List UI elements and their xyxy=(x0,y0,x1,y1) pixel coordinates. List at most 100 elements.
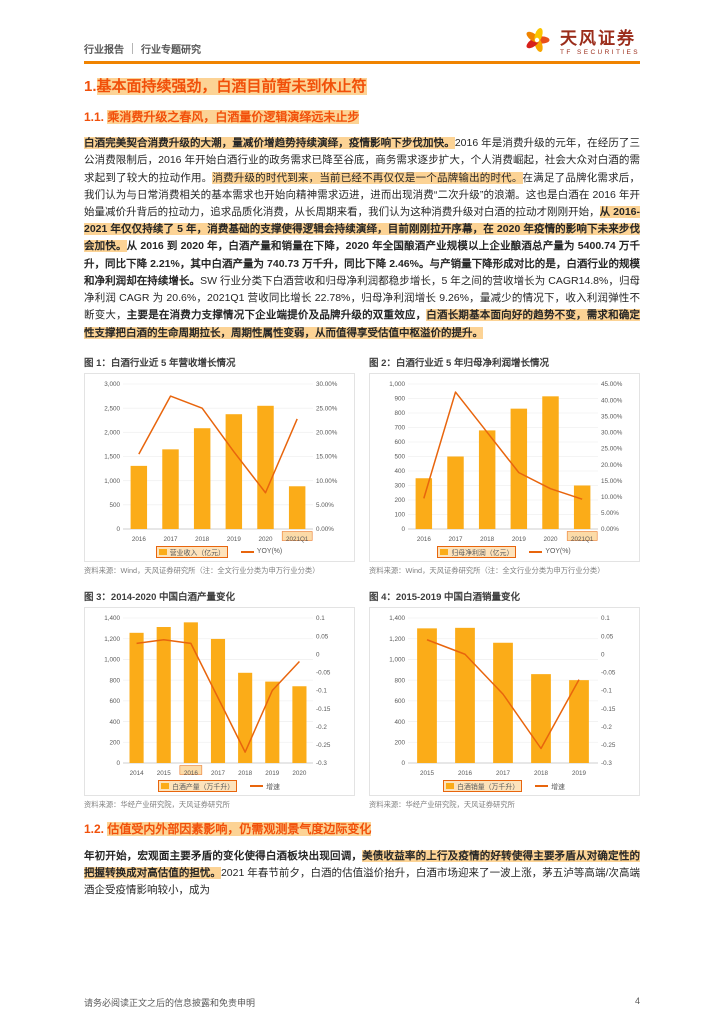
figure-2-source: 资料来源：Wind，天风证券研究所（注：全文行业分类为申万行业分类） xyxy=(369,565,605,575)
text-run: 1.1. xyxy=(84,109,108,124)
brand-subtitle: TF SECURITIES xyxy=(560,48,640,56)
svg-text:800: 800 xyxy=(109,677,120,684)
text-run: 2021 年春节前夕，白酒的估值溢价抬升，白酒市场迎来了一波上涨，茅五泸等高端/… xyxy=(84,867,640,897)
figure-4: 图 4：2015-2019 中国白酒销量变化 0 200 400 600 800 1,00… xyxy=(369,589,640,810)
chart-plot: 0 500 1,000 1,500 2,000 2,500 3,000 0.00% 5.00% 1… xyxy=(104,381,338,543)
text-run: 白酒完美契合消费升级的大潮，量减价增趋势持续演绎，疫情影响下步伐加快。 xyxy=(84,137,455,150)
legend-item-bar-series: 营业收入（亿元） xyxy=(155,545,228,558)
svg-text:25.00%: 25.00% xyxy=(601,445,623,452)
svg-text:1,000: 1,000 xyxy=(389,656,405,663)
svg-text:1,200: 1,200 xyxy=(104,635,120,642)
svg-text:0.05: 0.05 xyxy=(316,633,329,640)
figure-3: 图 3：2014-2020 中国白酒产量变化 0 200 400 600 800 1,00… xyxy=(84,589,355,810)
svg-text:2018: 2018 xyxy=(238,770,253,777)
svg-text:600: 600 xyxy=(109,698,120,705)
legend-item-bar-series: 白酒产量（万千升） xyxy=(158,779,238,792)
figure-3-title: 图 3：2014-2020 中国白酒产量变化 xyxy=(84,591,235,603)
svg-text:600: 600 xyxy=(394,698,405,705)
svg-text:20.00%: 20.00% xyxy=(601,461,623,468)
svg-text:2021Q1: 2021Q1 xyxy=(570,536,593,543)
svg-text:1,400: 1,400 xyxy=(389,615,405,622)
flower-logo-icon xyxy=(521,25,553,60)
chart-plot: 0 100 200 300 400 500 600 700 800 900 1,000 0.00% 5.… xyxy=(389,381,623,543)
text-run: 乘消费升级之春风，白酒量价逻辑演绎远未止步 xyxy=(107,109,360,124)
figure-3-chart: 0 200 400 600 800 1,000 1,200 1,400 -0.3 -0.25 -0.… xyxy=(84,606,355,796)
chart-plot: 0 200 400 600 800 1,000 1,200 1,400 -0.3 -0.25 -0.… xyxy=(389,615,616,777)
text-run: 消费升级的时代到来，当前已经不再仅仅是一个品牌输出的时代。 xyxy=(212,171,523,184)
svg-text:2020: 2020 xyxy=(292,770,307,777)
svg-text:1,000: 1,000 xyxy=(389,381,405,388)
svg-text:0: 0 xyxy=(401,760,405,767)
svg-text:800: 800 xyxy=(394,410,405,417)
svg-text:-0.2: -0.2 xyxy=(601,724,612,731)
svg-text:0.05: 0.05 xyxy=(601,633,614,640)
text-run: 年初开始，宏观面主要矛盾的变化使得白酒板块出现回调， xyxy=(84,850,363,862)
figure-1-source: 资料来源：Wind，天风证券研究所（注：全文行业分类为申万行业分类） xyxy=(84,565,320,575)
figure-1-chart: 0 500 1,000 1,500 2,000 2,500 3,000 0.00% 5.00% 1… xyxy=(84,372,355,562)
svg-text:-0.1: -0.1 xyxy=(316,687,327,694)
text-run: 估值受内外部因素影响，仍需观测景气度边际变化 xyxy=(107,822,372,837)
text-run: 1.2. xyxy=(84,822,108,837)
bar-swatch-icon xyxy=(440,548,449,555)
svg-text:2018: 2018 xyxy=(533,770,548,777)
line-swatch-icon xyxy=(529,550,543,553)
svg-text:-0.05: -0.05 xyxy=(601,669,616,676)
svg-text:0: 0 xyxy=(316,651,320,658)
page-number: 4 xyxy=(634,996,640,1006)
svg-text:2017: 2017 xyxy=(495,770,510,777)
svg-text:1,000: 1,000 xyxy=(104,656,120,663)
svg-text:200: 200 xyxy=(394,497,405,504)
header-divider xyxy=(132,43,133,54)
svg-text:20.00%: 20.00% xyxy=(316,429,338,436)
text-run: 1. xyxy=(84,78,97,95)
text-run: 基本面持续强劲，白酒目前暂未到休止符 xyxy=(96,78,367,95)
figure-4-chart: 0 200 400 600 800 1,000 1,200 1,400 -0.3 -0.25 -0.… xyxy=(369,606,640,796)
body-paragraph-1: 白酒完美契合消费升级的大潮，量减价增趋势持续演绎，疫情影响下步伐加快。2016 … xyxy=(84,135,641,342)
svg-text:30.00%: 30.00% xyxy=(316,381,338,388)
report-type-label: 行业报告 xyxy=(84,45,124,56)
svg-text:-0.25: -0.25 xyxy=(601,742,616,749)
svg-text:100: 100 xyxy=(394,511,405,518)
page-header: 行业报告 行业专题研究 天风证券 TF SE xyxy=(84,22,640,60)
svg-text:1,200: 1,200 xyxy=(389,635,405,642)
line-swatch-icon xyxy=(250,784,264,787)
brand-text: 天风证券 TF SECURITIES xyxy=(560,30,640,56)
svg-text:500: 500 xyxy=(394,453,405,460)
svg-text:1,000: 1,000 xyxy=(104,478,120,485)
legend-item-line-series: YOY(%) xyxy=(529,548,571,555)
accent-rule xyxy=(84,61,640,64)
svg-text:900: 900 xyxy=(394,395,405,402)
svg-text:45.00%: 45.00% xyxy=(601,381,623,388)
svg-text:2015: 2015 xyxy=(156,770,171,777)
legend-item-bar-series: 白酒销量（万千升） xyxy=(443,779,523,792)
svg-text:600: 600 xyxy=(394,439,405,446)
chart-legend: 营业收入（亿元） YOY(%) xyxy=(87,545,352,560)
svg-text:2015: 2015 xyxy=(419,770,434,777)
svg-text:1,400: 1,400 xyxy=(104,615,120,622)
svg-text:400: 400 xyxy=(394,468,405,475)
svg-text:25.00%: 25.00% xyxy=(316,405,338,412)
bar-swatch-icon xyxy=(158,548,167,555)
svg-text:-0.15: -0.15 xyxy=(316,705,331,712)
svg-text:0: 0 xyxy=(116,760,120,767)
svg-text:15.00%: 15.00% xyxy=(316,453,338,460)
legend-item-line-series: 增速 xyxy=(535,781,565,791)
chart-legend: 白酒销量（万千升） 增速 xyxy=(372,779,637,794)
svg-text:-0.2: -0.2 xyxy=(316,724,327,731)
svg-text:2019: 2019 xyxy=(511,536,526,543)
page-footer: 请务必阅读正文之后的信息披露和免责申明 4 xyxy=(84,996,640,1009)
line-swatch-icon xyxy=(240,550,254,553)
svg-text:700: 700 xyxy=(394,424,405,431)
legend-item-line-series: YOY(%) xyxy=(240,548,282,555)
body-paragraph-2: 年初开始，宏观面主要矛盾的变化使得白酒板块出现回调，美债收益率的上行及疫情的好转… xyxy=(84,848,641,900)
svg-text:200: 200 xyxy=(109,739,120,746)
legend-item-line-series: 增速 xyxy=(250,781,280,791)
svg-text:400: 400 xyxy=(394,718,405,725)
chart-legend: 归母净利润（亿元） YOY(%) xyxy=(372,545,637,560)
svg-text:-0.3: -0.3 xyxy=(316,760,327,767)
svg-text:800: 800 xyxy=(394,677,405,684)
text-run: 与产销量下降形成对比的是，白酒行业的规模和净利润却在持续增长。 xyxy=(84,257,641,287)
svg-text:0: 0 xyxy=(116,526,120,533)
svg-text:30.00%: 30.00% xyxy=(601,429,623,436)
